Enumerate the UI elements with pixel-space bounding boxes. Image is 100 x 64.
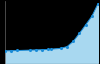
Point (10, 50, 12, 51)
Point (79, 33, 80, 34)
Point (97, 3, 99, 4)
Point (60, 48, 62, 49)
Point (4, 50, 6, 51)
Point (51, 49, 52, 50)
Point (35, 49, 37, 50)
Point (91, 16, 93, 17)
Point (29, 50, 31, 51)
Point (85, 24, 86, 25)
Point (72, 41, 74, 42)
Point (66, 46, 68, 47)
Point (41, 49, 43, 50)
Point (17, 50, 18, 51)
Point (48, 49, 49, 50)
